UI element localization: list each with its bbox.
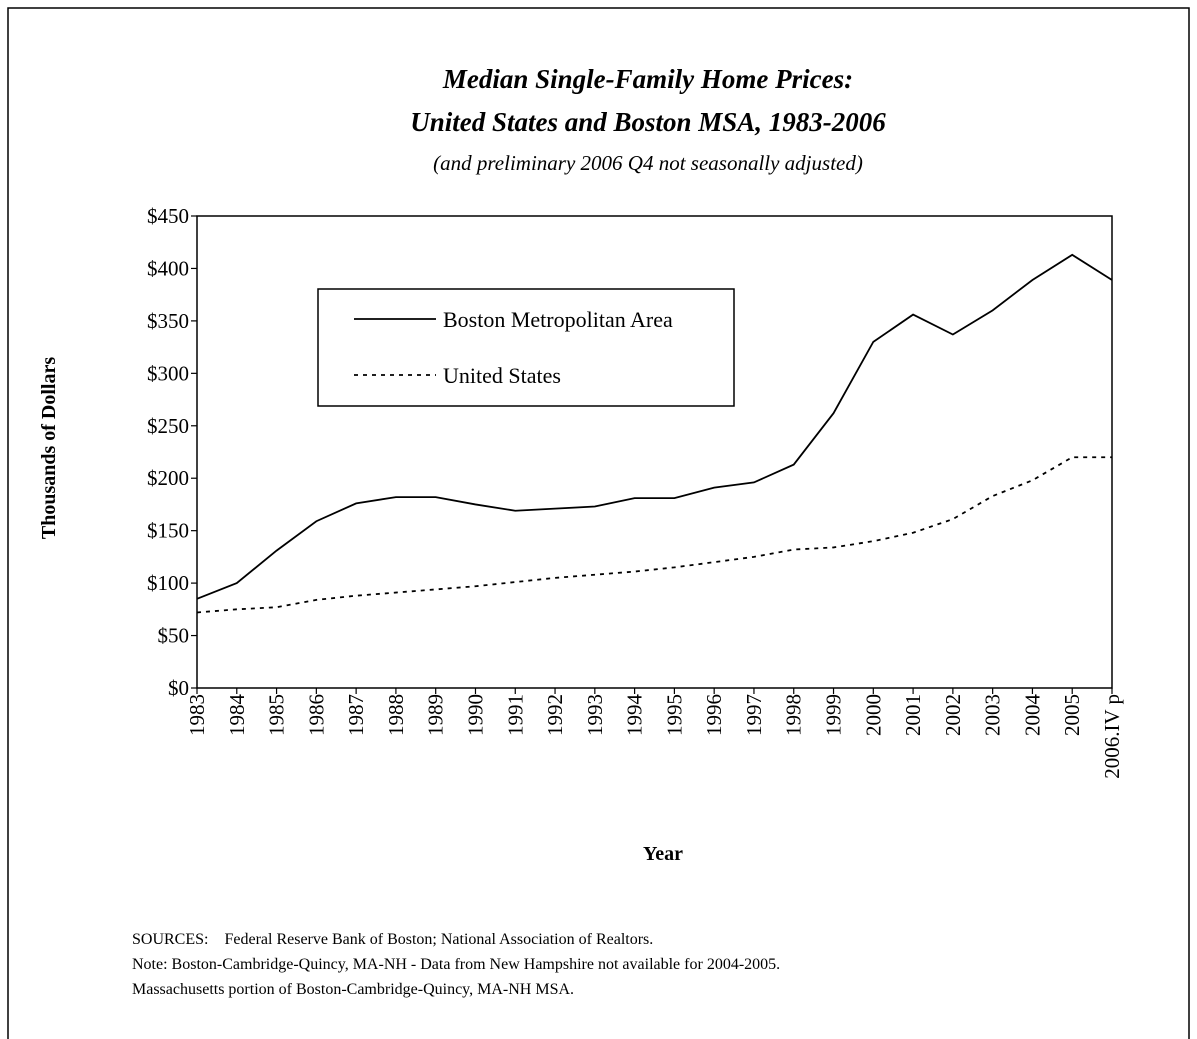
x-tick-label: 2001 <box>901 694 925 736</box>
x-tick-label: 1988 <box>384 694 408 736</box>
line-series <box>196 456 1112 614</box>
chart-title: Median Single-Family Home Prices: <box>442 64 853 94</box>
x-tick-label: 1994 <box>623 694 647 737</box>
x-tick-label: 1983 <box>185 694 209 736</box>
x-tick-label: 1984 <box>225 694 249 737</box>
x-tick-label: 2005 <box>1060 694 1084 736</box>
x-tick-label: 1999 <box>822 694 846 736</box>
x-tick-label: 1989 <box>424 694 448 736</box>
x-tick-label: 1986 <box>304 694 328 736</box>
x-tick-label: 1991 <box>503 694 527 736</box>
x-tick-label: 1992 <box>543 694 567 736</box>
y-tick-label: $0 <box>168 676 189 700</box>
x-tick-label: 2004 <box>1020 694 1044 737</box>
y-tick-label: $300 <box>147 361 189 385</box>
x-tick-label: 1993 <box>583 694 607 736</box>
legend-label: Boston Metropolitan Area <box>443 307 673 332</box>
frame <box>7 7 1190 1039</box>
x-tick-label: 1987 <box>344 694 368 736</box>
legend <box>317 288 735 407</box>
x-tick-label: 1998 <box>782 694 806 736</box>
line-series <box>196 253 1113 600</box>
x-tick-label: 2003 <box>981 694 1005 736</box>
legend-label: United States <box>443 363 561 388</box>
x-tick-label: 1985 <box>265 694 289 736</box>
y-tick-label: $350 <box>147 309 189 333</box>
y-tick-label: $400 <box>147 256 189 280</box>
y-tick-label: $450 <box>147 204 189 228</box>
x-tick-label: 1990 <box>463 694 487 736</box>
x-tick-label: 2006.IV p <box>1100 694 1124 779</box>
x-axis-label: Year <box>643 843 683 865</box>
y-tick-label: $50 <box>158 624 190 648</box>
plot-area <box>196 215 1113 689</box>
x-tick-label: 1996 <box>702 694 726 736</box>
y-tick-label: $200 <box>147 466 189 490</box>
chart-title: United States and Boston MSA, 1983-2006 <box>410 107 886 137</box>
y-tick-label: $150 <box>147 519 189 543</box>
note: Note: Boston-Cambridge-Quincy, MA-NH - D… <box>132 956 780 973</box>
y-tick-label: $100 <box>147 571 189 595</box>
x-tick-label: 1995 <box>662 694 686 736</box>
y-axis-label: Thousands of Dollars <box>38 357 60 539</box>
note: Massachusetts portion of Boston-Cambridg… <box>132 981 574 998</box>
x-tick-label: 2002 <box>941 694 965 736</box>
y-tick-label: $250 <box>147 414 189 438</box>
note: SOURCES: Federal Reserve Bank of Boston;… <box>132 931 653 948</box>
x-tick-label: 2000 <box>861 694 885 736</box>
chart-subtitle: (and preliminary 2006 Q4 not seasonally … <box>433 151 863 175</box>
x-tick-label: 1997 <box>742 694 766 736</box>
